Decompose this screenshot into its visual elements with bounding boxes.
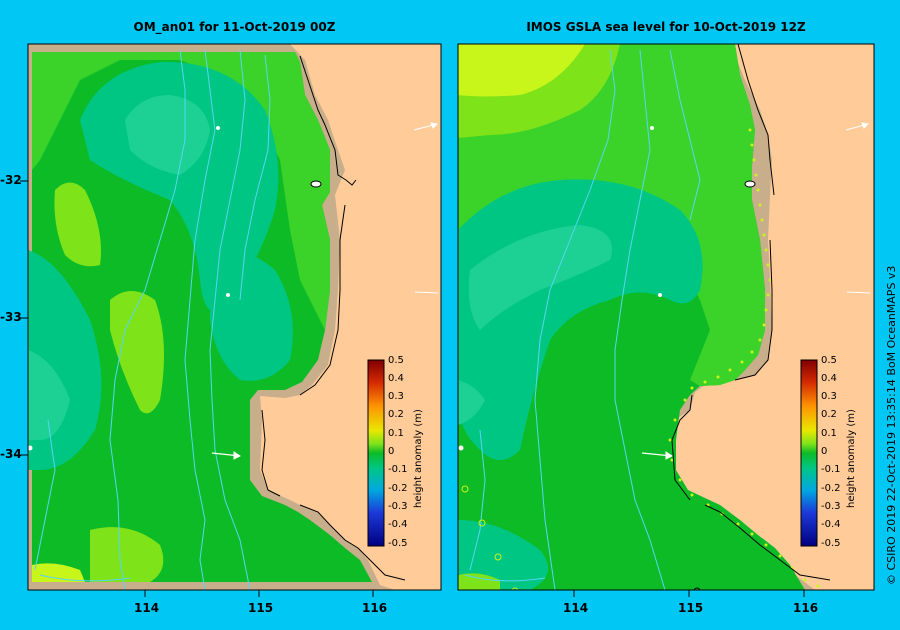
left-cb-tick: 0 xyxy=(388,446,395,457)
left-cb-tick: -0.3 xyxy=(388,501,408,512)
right-map xyxy=(458,44,874,590)
right-cb-tick: 0.5 xyxy=(821,355,837,366)
right-contours xyxy=(464,49,701,590)
right-lon-label-116: 116 xyxy=(793,601,819,615)
right-lon-label-114: 114 xyxy=(563,601,589,615)
left-cb-tick: -0.4 xyxy=(388,519,408,530)
left-cb-tick: -0.1 xyxy=(388,464,408,475)
lat-label-34: -34 xyxy=(0,447,22,461)
credit-text: © CSIRO 2019 22-Oct-2019 13:35:14 BoM Oc… xyxy=(885,265,898,585)
right-cb-tick: 0.2 xyxy=(821,409,837,420)
right-field-south-low xyxy=(458,520,548,590)
right-cb-tick: 0.3 xyxy=(821,391,837,402)
right-field-south-high xyxy=(458,573,500,590)
left-field-high-b xyxy=(110,291,164,414)
left-frame xyxy=(27,43,442,591)
right-cb-tick: -0.1 xyxy=(821,464,841,475)
left-field-low-west-inner xyxy=(28,350,70,440)
left-field-high-d xyxy=(32,563,85,582)
right-colorbar xyxy=(800,359,818,547)
right-cb-tick: -0.4 xyxy=(821,519,841,530)
right-cb-tick: 0.4 xyxy=(821,373,837,384)
left-lon-label-116: 116 xyxy=(362,601,388,615)
right-cb-tick: -0.2 xyxy=(821,483,841,494)
left-contours xyxy=(34,49,271,590)
right-buoys xyxy=(461,485,701,590)
left-field-low-mid xyxy=(210,252,293,381)
right-cb-tick: -0.3 xyxy=(821,501,841,512)
right-cb-tick: 0.1 xyxy=(821,428,837,439)
left-cb-tick: 0.5 xyxy=(388,355,404,366)
left-cb-tick: 0.4 xyxy=(388,373,404,384)
left-field-high-a xyxy=(54,182,101,267)
right-axis-ticks xyxy=(573,590,805,597)
left-cb-tick: 0.3 xyxy=(388,391,404,402)
left-lon-label-114: 114 xyxy=(134,601,160,615)
right-field-low-inner xyxy=(468,225,612,330)
left-field-high-c xyxy=(90,527,164,582)
lat-label-33: -33 xyxy=(0,310,22,324)
left-panel-title: OM_an01 for 11-Oct-2019 00Z xyxy=(133,20,336,34)
right-frame xyxy=(457,43,875,591)
left-field-light xyxy=(32,52,330,330)
left-cb-tick: -0.5 xyxy=(388,538,408,549)
left-cb-tick: -0.2 xyxy=(388,483,408,494)
right-colorbar-title: height anomaly (m) xyxy=(846,409,857,508)
left-markers xyxy=(28,122,439,460)
left-colorbar-title: height anomaly (m) xyxy=(413,409,424,508)
right-field-low-west xyxy=(458,380,485,425)
left-map xyxy=(28,44,441,590)
left-axis-ticks xyxy=(20,180,374,597)
right-field-high-north-inner xyxy=(458,44,585,97)
right-coastline xyxy=(671,43,831,581)
right-dots xyxy=(668,128,820,588)
lat-label-32: -32 xyxy=(0,173,22,187)
right-cb-tick: -0.5 xyxy=(821,538,841,549)
right-field-light xyxy=(458,44,765,386)
right-lon-label-115: 115 xyxy=(678,601,704,615)
left-colorbar xyxy=(367,359,385,547)
left-field-low-inner xyxy=(125,95,210,175)
right-panel-title: IMOS GSLA sea level for 10-Oct-2019 12Z xyxy=(526,20,806,34)
right-cb-tick: 0 xyxy=(821,446,828,457)
left-cb-tick: 0.2 xyxy=(388,409,404,420)
left-cb-tick: 0.1 xyxy=(388,428,404,439)
right-markers xyxy=(458,122,871,460)
left-coastline xyxy=(261,55,406,581)
left-lon-label-115: 115 xyxy=(248,601,274,615)
